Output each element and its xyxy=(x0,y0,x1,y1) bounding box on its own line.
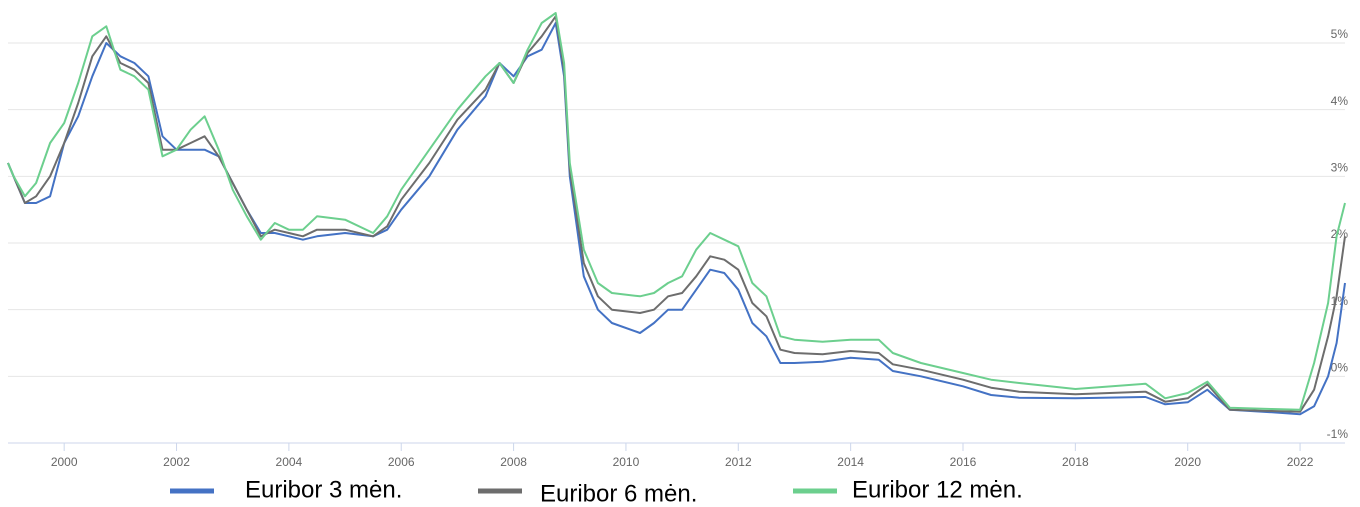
x-tick-label: 2008 xyxy=(500,455,527,469)
x-tick-label: 2002 xyxy=(163,455,190,469)
x-tick-label: 2012 xyxy=(725,455,752,469)
x-tick-label: 2000 xyxy=(51,455,78,469)
y-tick-label: 0% xyxy=(1331,361,1349,375)
x-tick-label: 2016 xyxy=(950,455,977,469)
x-tick-label: 2010 xyxy=(613,455,640,469)
x-tick-label: 2006 xyxy=(388,455,415,469)
legend-label: Euribor 12 mėn. xyxy=(852,476,1023,503)
y-tick-label: 4% xyxy=(1331,94,1349,108)
x-tick-label: 2020 xyxy=(1174,455,1201,469)
line-series xyxy=(7,22,1346,416)
x-tick-label: 2018 xyxy=(1062,455,1089,469)
x-tick-label: 2014 xyxy=(837,455,864,469)
line-series xyxy=(7,15,1346,413)
x-tick-label: 2022 xyxy=(1287,455,1314,469)
y-tick-label: -1% xyxy=(1327,427,1349,441)
legend-label: Euribor 3 mėn. xyxy=(245,476,402,503)
legend-label: Euribor 6 mėn. xyxy=(540,480,697,507)
y-tick-label: 5% xyxy=(1331,27,1349,41)
y-tick-label: 1% xyxy=(1331,294,1349,308)
y-tick-label: 3% xyxy=(1331,161,1349,175)
line-series xyxy=(7,12,1346,411)
x-tick-label: 2004 xyxy=(276,455,303,469)
y-tick-label: 2% xyxy=(1331,227,1349,241)
